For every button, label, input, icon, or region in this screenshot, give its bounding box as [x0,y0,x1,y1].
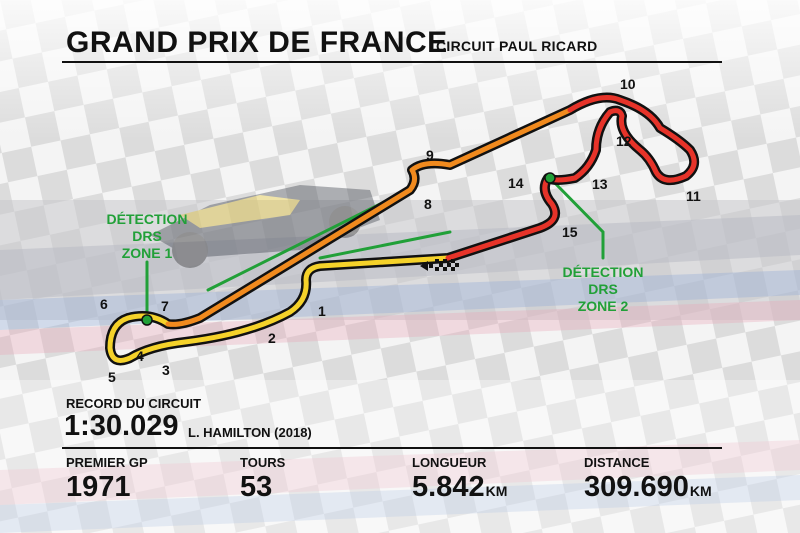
turn-label: 7 [161,298,169,314]
turn-label: 1 [318,303,326,319]
stat-value-laps: 53 [240,471,273,503]
stat-label-length: LONGUEUR [412,455,487,470]
turn-label: 5 [108,369,116,385]
page-title: GRAND PRIX DE FRANCE [66,26,448,59]
drs-detection-zone-2-label: DÉTECTION DRS ZONE 2 [562,264,644,314]
stat-value-distance: 309.690KM [584,471,712,503]
turn-label: 11 [686,188,701,204]
stat-label-laps: TOURS [240,455,286,470]
turn-label: 3 [162,362,170,378]
record-time: 1:30.029 [64,410,179,442]
drs-detection-1-dot [141,314,153,326]
record-label: RECORD DU CIRCUIT [66,396,202,411]
turn-label: 2 [268,330,276,346]
drs-zone-2-line [318,230,452,260]
turn-label: 8 [424,196,432,212]
drs-detection-2-dot [544,172,556,184]
header-divider [62,61,722,63]
turn-label: 6 [100,296,108,312]
record-holder: L. HAMILTON (2018) [188,425,312,440]
drs-detection-zone-1-label: DÉTECTION DRS ZONE 1 [106,211,188,261]
turn-label: 9 [426,147,434,163]
drs-detection-2-pointer [548,176,605,260]
stat-value-first-gp: 1971 [66,471,131,503]
turn-label: 4 [136,348,144,364]
turn-label: 14 [508,175,524,191]
circuit-name: CIRCUIT PAUL RICARD [436,38,598,54]
stat-label-first-gp: PREMIER GP [66,455,148,470]
turn-label: 13 [592,176,608,192]
turn-label: 10 [620,76,636,92]
checkered-flag-icon [420,259,459,271]
turn-label: 12 [616,133,632,149]
drs-zone-1-line [206,196,394,292]
stats-divider [62,447,722,449]
stat-value-length: 5.842KM [412,471,508,503]
turn-label: 15 [562,224,578,240]
stat-label-distance: DISTANCE [584,455,650,470]
